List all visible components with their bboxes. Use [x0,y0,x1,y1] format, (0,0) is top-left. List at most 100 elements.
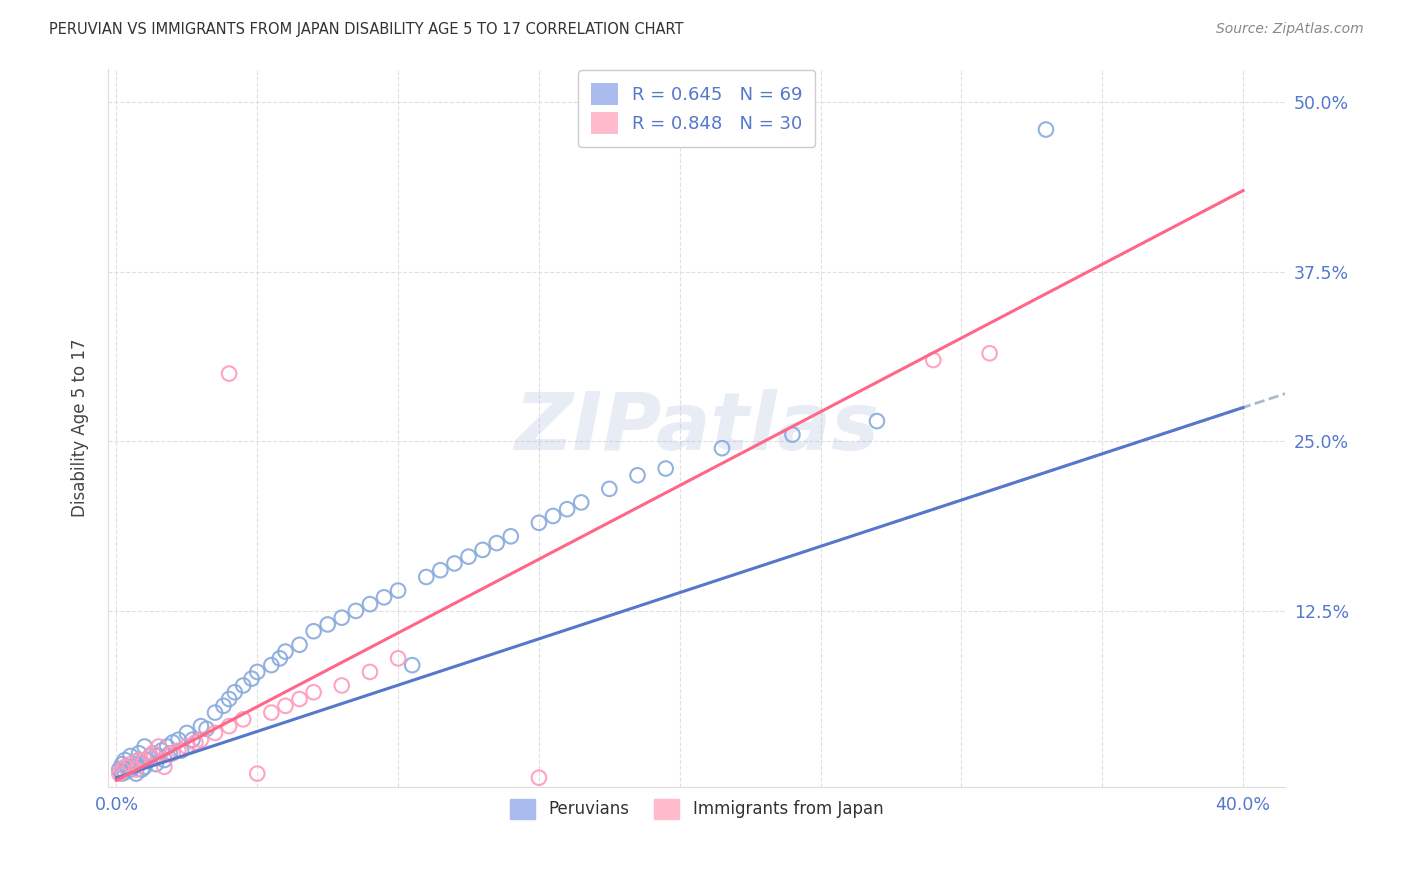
Point [866,414,889,428]
Point [128,753,150,767]
Point [153,753,176,767]
Point [218,719,240,733]
Point [711,441,734,455]
Point [162,735,184,749]
Point [979,346,1001,360]
Point [120,749,142,764]
Legend: Peruvians, Immigrants from Japan: Peruvians, Immigrants from Japan [503,792,890,826]
Point [922,353,945,368]
Point [598,482,620,496]
Point [159,746,181,760]
Point [134,760,156,774]
Point [269,651,291,665]
Point [1035,122,1057,136]
Point [190,732,212,747]
Point [274,698,297,713]
Point [156,739,179,754]
Point [122,760,145,774]
Text: PERUVIAN VS IMMIGRANTS FROM JAPAN DISABILITY AGE 5 TO 17 CORRELATION CHART: PERUVIAN VS IMMIGRANTS FROM JAPAN DISABI… [49,22,683,37]
Point [288,638,311,652]
Point [302,685,325,699]
Point [148,739,170,754]
Point [111,757,134,772]
Point [555,502,578,516]
Point [429,563,451,577]
Point [260,706,283,720]
Point [387,583,409,598]
Point [224,685,246,699]
Point [120,757,142,772]
Point [125,763,148,777]
Point [302,624,325,639]
Point [212,698,235,713]
Point [443,557,465,571]
Point [111,763,134,777]
Point [139,749,162,764]
Point [541,508,564,523]
Point [240,672,263,686]
Point [125,757,148,772]
Point [401,658,423,673]
Point [288,692,311,706]
Point [120,763,142,777]
Point [569,495,592,509]
Point [204,726,226,740]
Point [153,760,176,774]
Point [176,739,198,754]
Point [145,757,167,772]
Point [108,766,131,780]
Text: ZIPatlas: ZIPatlas [515,389,879,467]
Point [125,766,148,780]
Point [246,766,269,780]
Point [136,753,159,767]
Point [128,753,150,767]
Point [190,719,212,733]
Point [359,597,381,611]
Y-axis label: Disability Age 5 to 17: Disability Age 5 to 17 [72,339,89,517]
Point [170,743,193,757]
Point [114,753,136,767]
Point [527,516,550,530]
Point [330,610,353,624]
Point [142,746,165,760]
Point [246,665,269,679]
Point [654,461,676,475]
Point [373,591,395,605]
Point [344,604,367,618]
Point [131,763,153,777]
Text: Source: ZipAtlas.com: Source: ZipAtlas.com [1216,22,1364,37]
Point [782,427,804,442]
Point [457,549,479,564]
Point [134,739,156,754]
Point [316,617,339,632]
Point [218,692,240,706]
Point [274,644,297,658]
Point [387,651,409,665]
Point [111,766,134,780]
Point [232,678,254,692]
Point [195,722,218,736]
Point [114,765,136,780]
Point [218,367,240,381]
Point [260,658,283,673]
Point [117,760,139,774]
Point [167,743,190,757]
Point [204,706,226,720]
Point [471,542,494,557]
Point [527,771,550,785]
Point [181,732,204,747]
Point [142,746,165,760]
Point [162,746,184,760]
Point [626,468,648,483]
Point [184,735,207,749]
Point [485,536,508,550]
Point [415,570,437,584]
Point [499,529,522,543]
Point [108,763,131,777]
Point [114,760,136,774]
Point [167,732,190,747]
Point [134,753,156,767]
Point [150,743,173,757]
Point [359,665,381,679]
Point [128,746,150,760]
